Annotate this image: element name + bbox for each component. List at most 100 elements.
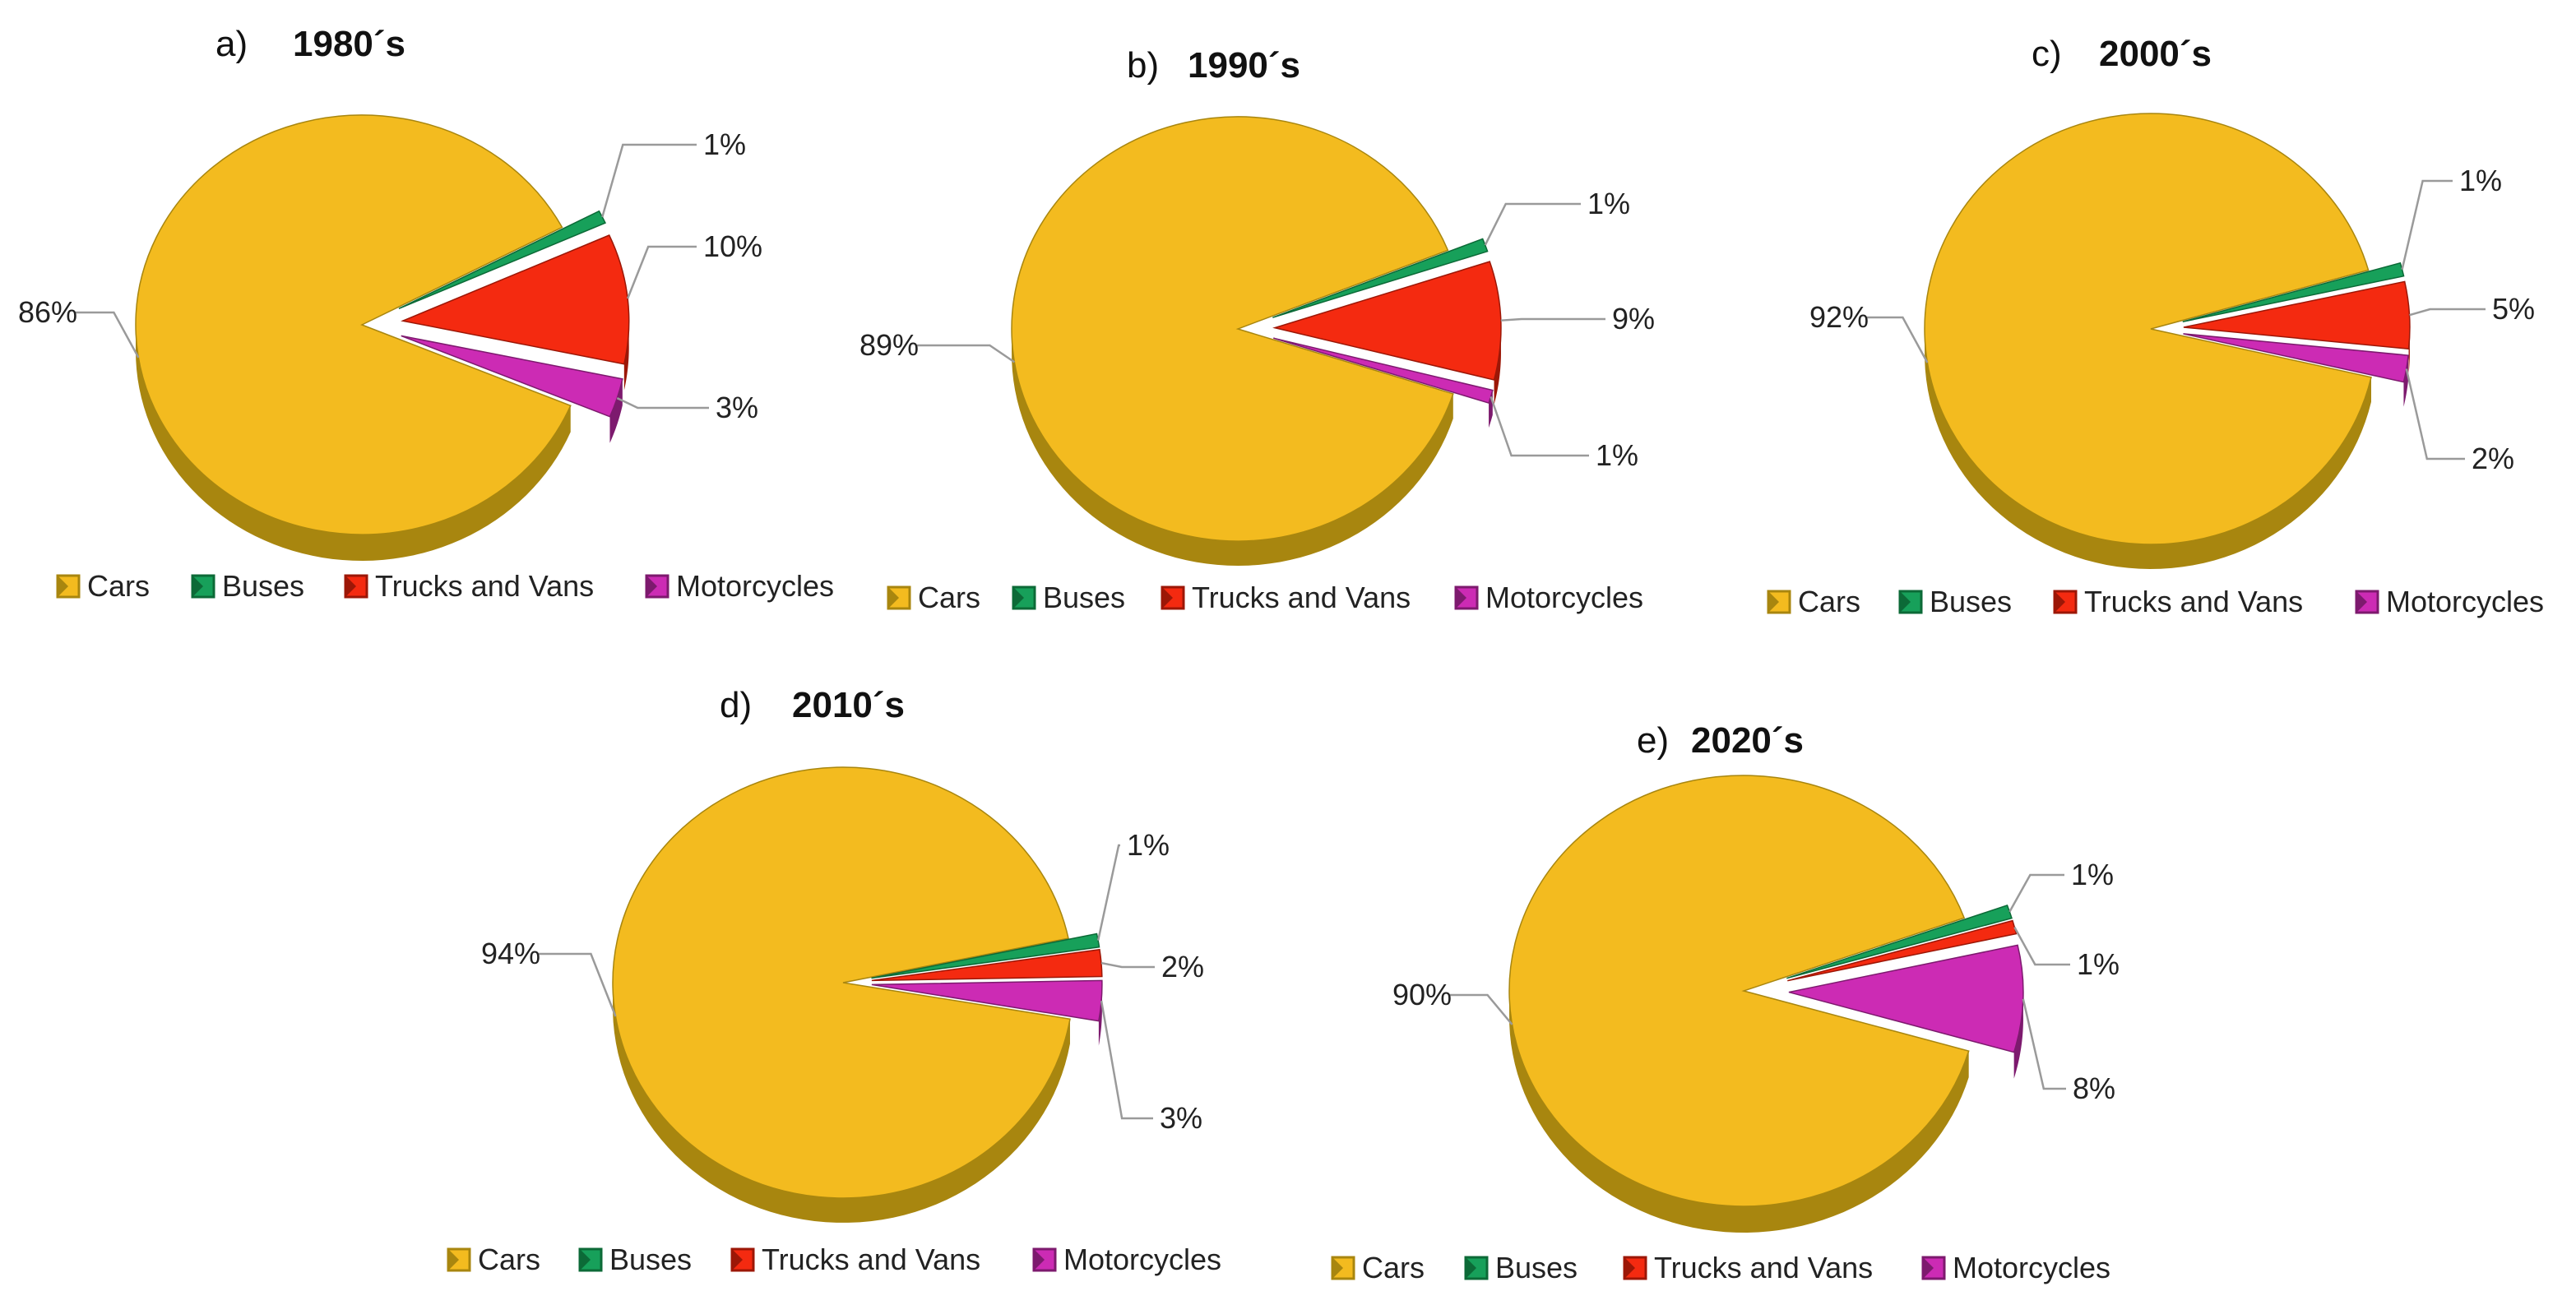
pie xyxy=(612,766,1103,1223)
legend-item-buses: Buses xyxy=(578,1243,692,1276)
leader-line xyxy=(2022,998,2066,1090)
pie xyxy=(1011,116,1502,566)
pie-side-motorcycles xyxy=(609,378,623,443)
legend-label: Motorcycles xyxy=(2386,585,2544,618)
panel-letter: d) xyxy=(720,685,752,725)
legend-label: Trucks and Vans xyxy=(1192,581,1411,614)
legend-label: Buses xyxy=(1930,585,2012,618)
legend-label: Cars xyxy=(1362,1251,1425,1284)
leader-line xyxy=(1500,317,1605,322)
chart-title: 1990´s xyxy=(1188,45,1300,86)
pie-slice-trucks-and-vans xyxy=(401,234,630,365)
data-label-motorcycles: 8% xyxy=(2073,1071,2115,1105)
legend-swatch-shade xyxy=(1900,591,1911,613)
legend-item-trucks-and-vans: Trucks and Vans xyxy=(1623,1251,1873,1284)
pie-side-motorcycles xyxy=(2013,988,2023,1079)
legend-swatch-shade xyxy=(448,1249,459,1270)
leader-line xyxy=(1100,1000,1153,1120)
legend-label: Cars xyxy=(1798,585,1860,618)
pie xyxy=(1924,113,2411,569)
chart-title: 2020´s xyxy=(1691,720,1804,761)
legend-swatch-shade xyxy=(646,576,657,597)
legend-item-motorcycles: Motorcycles xyxy=(645,569,834,603)
leader-line xyxy=(626,245,697,299)
legend-item-buses: Buses xyxy=(1012,581,1125,614)
legend-label: Trucks and Vans xyxy=(762,1243,980,1276)
pie xyxy=(1508,775,2024,1233)
legend-swatch-shade xyxy=(2055,591,2065,613)
pie-slice-cars xyxy=(612,766,1071,1199)
legend-label: Motorcycles xyxy=(1063,1243,1221,1276)
legend-item-trucks-and-vans: Trucks and Vans xyxy=(344,569,594,603)
data-label-cars: 92% xyxy=(1809,300,1869,334)
leader-line xyxy=(2008,873,2064,913)
leader-line xyxy=(1867,316,1929,363)
legend-swatch-shade xyxy=(1923,1257,1934,1279)
panel-letter: b) xyxy=(1127,45,1159,86)
legend-swatch-shade xyxy=(1768,591,1779,613)
pie-slice-trucks-and-vans xyxy=(2183,280,2411,350)
leader-line xyxy=(539,952,617,1017)
pie-slice-buses xyxy=(2182,261,2405,323)
legend-item-cars: Cars xyxy=(887,581,980,614)
data-label-motorcycles: 3% xyxy=(716,391,758,424)
legend-item-cars: Cars xyxy=(1767,585,1860,618)
leader-line xyxy=(1096,844,1120,941)
leader-line xyxy=(76,311,140,359)
legend-item-cars: Cars xyxy=(1331,1251,1425,1284)
legend-swatch-shade xyxy=(732,1249,743,1270)
legend-swatch-shade xyxy=(1332,1257,1343,1279)
legend: Cars Buses Trucks and Vans Motorcycles xyxy=(56,569,834,603)
leader-line xyxy=(2409,308,2486,317)
data-label-buses: 1% xyxy=(703,127,746,161)
pie xyxy=(135,114,630,561)
legend-swatch-shade xyxy=(1466,1257,1476,1279)
pie-slice-motorcycles xyxy=(401,335,623,418)
pie-slice-cars xyxy=(1508,775,1970,1207)
legend-label: Cars xyxy=(918,581,980,614)
legend-swatch-shade xyxy=(2356,591,2367,613)
legend: Cars Buses Trucks and Vans Motorcycles xyxy=(1331,1251,2110,1284)
legend: Cars Buses Trucks and Vans Motorcycles xyxy=(887,581,1643,614)
pie-slice-trucks-and-vans xyxy=(871,948,1103,982)
data-label-buses: 1% xyxy=(1587,187,1630,220)
legend-label: Trucks and Vans xyxy=(2084,585,2303,618)
pie-slice-buses xyxy=(1272,238,1489,318)
legend-label: Trucks and Vans xyxy=(1654,1251,1873,1284)
panel-letter: a) xyxy=(215,24,248,64)
legend-item-trucks-and-vans: Trucks and Vans xyxy=(730,1243,980,1276)
legend-item-motorcycles: Motorcycles xyxy=(2355,585,2544,618)
data-label-motorcycles: 1% xyxy=(1596,438,1638,472)
legend-label: Buses xyxy=(609,1243,692,1276)
legend-label: Cars xyxy=(87,569,150,603)
legend-swatch-shade xyxy=(1013,587,1024,609)
pie-slice-motorcycles xyxy=(1788,944,2024,1053)
legend-item-buses: Buses xyxy=(1898,585,2012,618)
legend-label: Motorcycles xyxy=(1953,1251,2110,1284)
data-label-buses: 1% xyxy=(2459,164,2502,197)
legend: Cars Buses Trucks and Vans Motorcycles xyxy=(447,1243,1221,1276)
leader-line xyxy=(1450,993,1513,1025)
data-label-buses: 1% xyxy=(1127,828,1170,862)
legend-item-cars: Cars xyxy=(447,1243,540,1276)
legend: Cars Buses Trucks and Vans Motorcycles xyxy=(1767,585,2544,618)
legend-swatch-shade xyxy=(192,576,203,597)
legend-swatch-shade xyxy=(1162,587,1173,609)
leader-line xyxy=(1100,961,1155,969)
data-label-cars: 94% xyxy=(481,937,540,970)
leader-line xyxy=(601,143,697,218)
pie-side-trucks-and-vans xyxy=(1494,324,1501,405)
legend-item-trucks-and-vans: Trucks and Vans xyxy=(2053,585,2303,618)
legend-item-motorcycles: Motorcycles xyxy=(1921,1251,2110,1284)
data-label-buses: 1% xyxy=(2071,858,2114,891)
legend-swatch-shade xyxy=(1034,1249,1045,1270)
data-label-trucks-and-vans: 9% xyxy=(1612,302,1655,336)
legend-label: Motorcycles xyxy=(1485,581,1643,614)
panel-letter: e) xyxy=(1637,720,1669,761)
leader-line xyxy=(1490,396,1589,457)
chart-title: 1980´s xyxy=(293,24,405,64)
legend-swatch-shade xyxy=(888,587,899,609)
leader-line xyxy=(917,344,1016,363)
panel-letter: c) xyxy=(2032,34,2062,74)
legend-item-cars: Cars xyxy=(56,569,150,603)
